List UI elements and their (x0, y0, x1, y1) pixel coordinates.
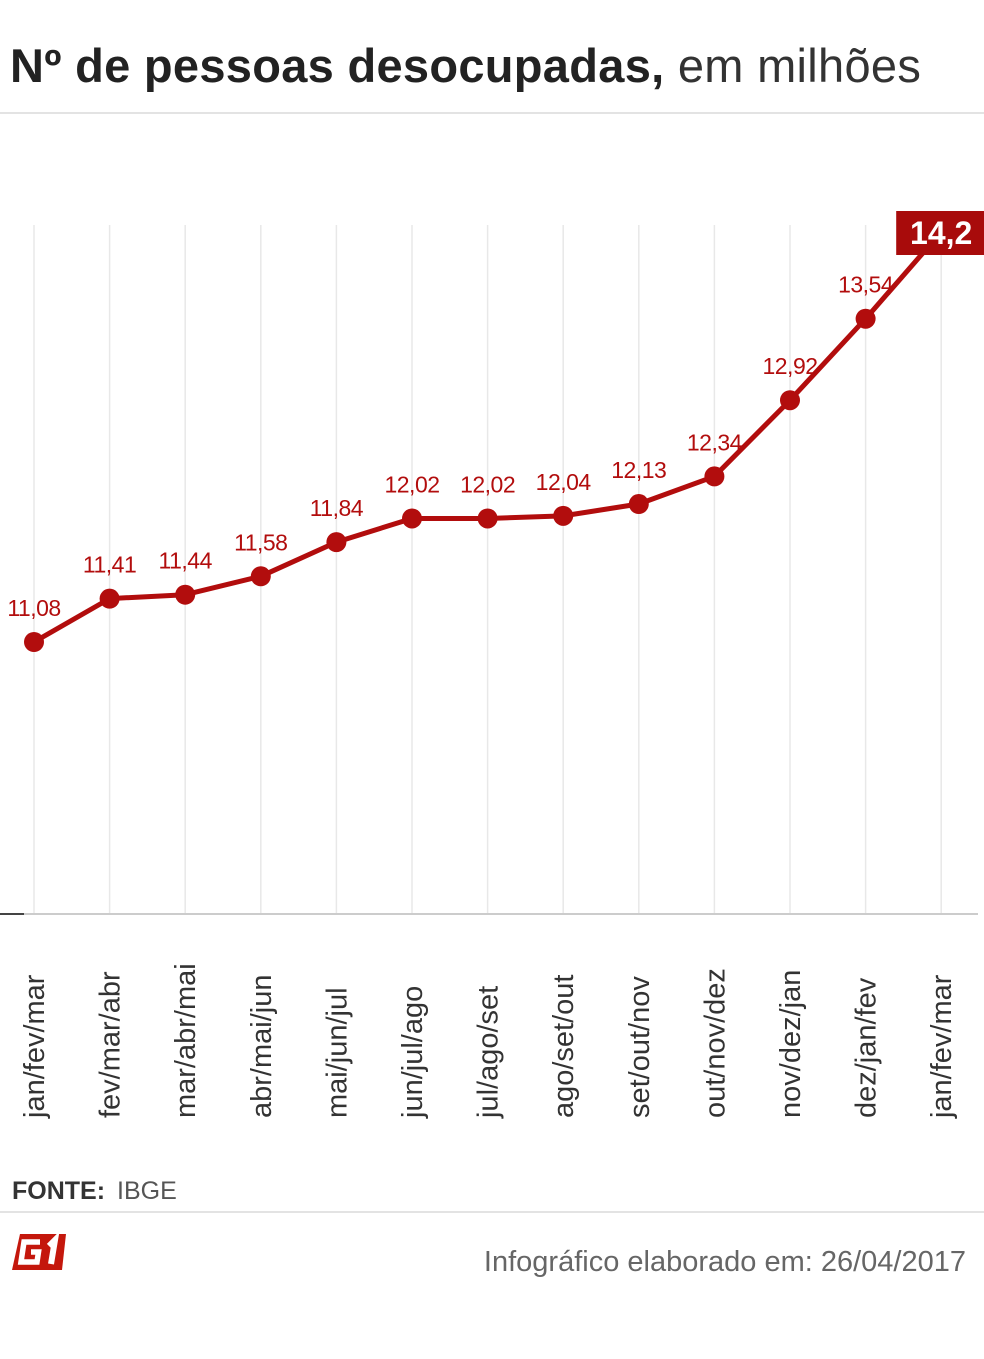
infographic-credit: Infográfico elaborado em: 26/04/2017 (483, 1246, 966, 1278)
data-point (402, 508, 422, 529)
data-label: 12,13 (611, 457, 666, 483)
chart-title-bold: Nº de pessoas desocupadas, (10, 39, 665, 92)
data-label: 11,08 (7, 595, 60, 621)
x-tick-label: jul/ago/set (473, 986, 505, 1119)
x-tick-label: jun/jul/ago (397, 986, 429, 1119)
data-point (628, 494, 649, 515)
g1-logo (12, 1232, 66, 1270)
x-tick-label: dez/jan/fev (851, 977, 883, 1118)
chart-title: Nº de pessoas desocupadas, em milhões (10, 38, 921, 93)
footer-divider (0, 1211, 984, 1213)
data-point (326, 532, 347, 553)
x-tick-label: jan/fev/mar (19, 974, 51, 1119)
x-tick-label: fev/mar/abr (95, 971, 127, 1118)
chart-title-light: em milhões (677, 39, 922, 92)
data-point (477, 508, 498, 529)
x-tick-label: abr/mai/jun (246, 975, 278, 1118)
data-point (855, 308, 876, 329)
data-label: 11,58 (234, 529, 287, 555)
data-label: 12,92 (762, 353, 817, 379)
x-tick-label: mar/abr/mai (170, 963, 202, 1118)
data-label: 12,02 (384, 471, 439, 497)
x-tick-label: set/out/nov (624, 976, 656, 1118)
data-point (704, 466, 725, 487)
source-note: FONTE: IBGE (12, 1177, 177, 1206)
data-point (24, 632, 44, 652)
data-point (780, 390, 800, 411)
x-tick-label: mai/jun/jul (321, 987, 353, 1118)
data-point (553, 505, 574, 526)
data-label: 12,04 (536, 469, 592, 495)
data-label: 12,02 (460, 471, 515, 497)
header-divider (0, 112, 984, 114)
x-tick-label: nov/dez/jan (775, 970, 807, 1118)
data-point (99, 588, 120, 609)
data-label: 11,84 (310, 495, 364, 521)
x-tick-label: out/nov/dez (699, 968, 731, 1118)
data-label: 13,54 (838, 272, 894, 298)
data-label: 11,44 (159, 548, 213, 574)
highlight-label-box (896, 211, 984, 255)
data-point (250, 566, 271, 587)
data-point (175, 584, 196, 605)
source-label: FONTE: (12, 1177, 106, 1205)
x-tick-label: ago/set/out (548, 975, 580, 1119)
source-value: IBGE (117, 1177, 177, 1205)
data-label: 12,34 (687, 429, 743, 455)
data-label: 11,41 (83, 552, 136, 578)
line-chart: 11,08 11,41 11,44 11,58 11,84 12,02 12,02 12,04… (0, 211, 984, 1119)
highlight-data-label: 14,2 (910, 215, 972, 251)
x-tick-label: jan/fev/mar (926, 974, 958, 1119)
